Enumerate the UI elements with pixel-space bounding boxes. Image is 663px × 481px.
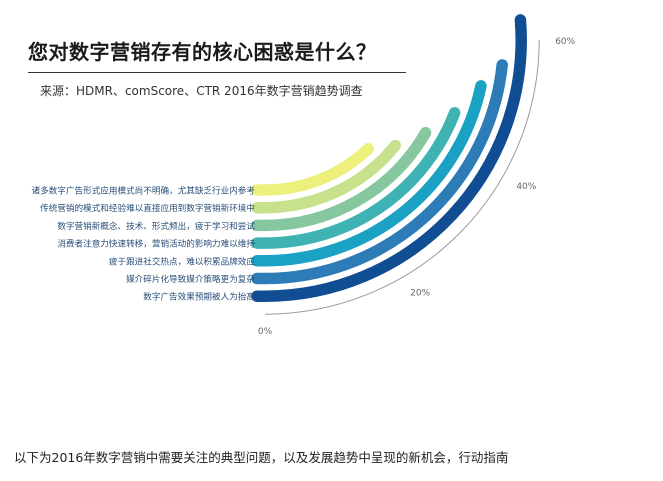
page-caption: 以下为2016年数字营销中需要关注的典型问题，以及发展趋势中呈现的新机会，行动指…: [14, 450, 509, 465]
category-label: 诸多数字广告形式应用模式尚不明确，尤其缺乏行业内参考: [32, 185, 256, 197]
radial-bar: [251, 143, 375, 196]
category-label: 疲于跟进社交热点，难以积累品牌效应: [109, 255, 256, 267]
chart-title: 您对数字营销存有的核心困惑是什么？: [28, 40, 377, 64]
radial-bar-chart: 0% 20% 40% 60% 诸多数字广告形式应用模式尚不明确，尤其缺乏行业内参考传统营…: [32, 14, 576, 337]
radial-bar: [251, 80, 487, 267]
axis-tick-label: 60%: [555, 37, 575, 47]
category-label: 传统营销的模式和经验难以直接应用到数字营销新环境中: [40, 202, 255, 214]
category-label: 消费者注意力快速转移，营销活动的影响力难以维持: [57, 238, 255, 250]
radial-bar: [251, 139, 402, 214]
axis-tick-label: 0%: [258, 327, 273, 337]
axis-tick-label: 20%: [410, 288, 430, 298]
category-label: 数字营销新概念、技术、形式频出，疲于学习和尝试: [57, 220, 255, 232]
radial-bar: [251, 59, 508, 285]
category-label: 媒介碎片化导致媒介策略更为复杂: [126, 273, 255, 285]
radial-bar: [251, 14, 527, 302]
radial-bar: [251, 126, 432, 232]
radial-bar: [251, 107, 461, 249]
category-label: 数字广告效果预期被人为抬高: [143, 291, 255, 303]
axis-arc: [264, 39, 540, 315]
chart-subtitle: 来源：HDMR、comScore、CTR 2016年数字营销趋势调查: [40, 84, 363, 98]
axis-tick-label: 40%: [516, 182, 536, 192]
title-divider: [28, 72, 406, 73]
